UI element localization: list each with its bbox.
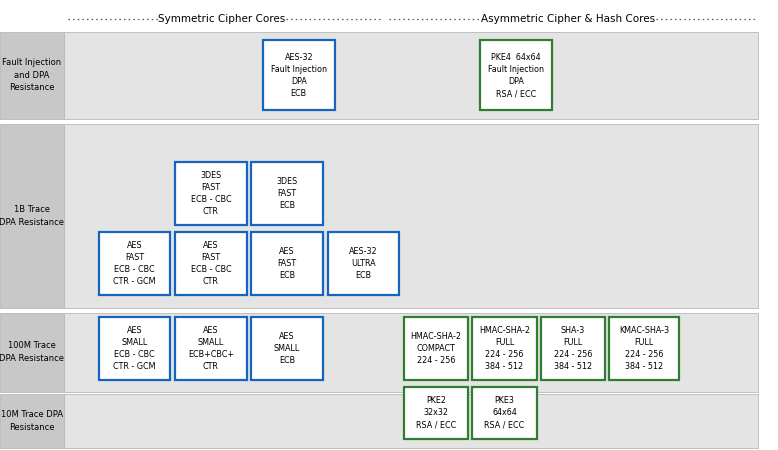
Text: AES
FAST
ECB: AES FAST ECB <box>278 247 296 280</box>
Bar <box>251 162 323 225</box>
Text: PKE4  64x64
Fault Injection
DPA
RSA / ECC: PKE4 64x64 Fault Injection DPA RSA / ECC <box>488 53 544 98</box>
Bar <box>175 232 247 295</box>
Text: AES
SMALL
ECB - CBC
CTR - GCM: AES SMALL ECB - CBC CTR - GCM <box>114 326 156 372</box>
Bar <box>541 317 605 380</box>
Bar <box>251 232 323 295</box>
Bar <box>64 32 758 119</box>
Bar <box>175 162 247 225</box>
Bar <box>404 387 468 439</box>
Text: PKE2
32x32
RSA / ECC: PKE2 32x32 RSA / ECC <box>416 396 456 429</box>
Text: 10M Trace DPA
Resistance: 10M Trace DPA Resistance <box>1 410 63 432</box>
Bar <box>0 394 64 448</box>
Text: Asymmetric Cipher & Hash Cores: Asymmetric Cipher & Hash Cores <box>481 14 655 24</box>
Bar <box>472 387 537 439</box>
Text: HMAC-SHA-2
COMPACT
224 - 256: HMAC-SHA-2 COMPACT 224 - 256 <box>411 332 461 365</box>
Bar <box>99 317 170 380</box>
Text: AES
SMALL
ECB: AES SMALL ECB <box>274 332 300 365</box>
Bar <box>64 124 758 308</box>
Bar <box>0 32 64 119</box>
Text: 3DES
FAST
ECB: 3DES FAST ECB <box>276 177 298 210</box>
Text: AES-32
ULTRA
ECB: AES-32 ULTRA ECB <box>349 247 377 280</box>
Bar <box>472 317 537 380</box>
Text: HMAC-SHA-2
FULL
224 - 256
384 - 512: HMAC-SHA-2 FULL 224 - 256 384 - 512 <box>479 326 530 372</box>
Bar <box>64 394 758 448</box>
Bar <box>263 40 335 110</box>
Text: Symmetric Cipher Cores: Symmetric Cipher Cores <box>158 14 286 24</box>
Bar <box>64 313 758 392</box>
Text: KMAC-SHA-3
FULL
224 - 256
384 - 512: KMAC-SHA-3 FULL 224 - 256 384 - 512 <box>619 326 669 372</box>
Text: Fault Injection
and DPA
Resistance: Fault Injection and DPA Resistance <box>2 58 61 92</box>
Text: AES-32
Fault Injection
DPA
ECB: AES-32 Fault Injection DPA ECB <box>271 53 327 98</box>
Text: 1B Trace
DPA Resistance: 1B Trace DPA Resistance <box>0 205 65 227</box>
Bar <box>480 40 552 110</box>
Text: AES
SMALL
ECB+CBC+
CTR: AES SMALL ECB+CBC+ CTR <box>187 326 234 372</box>
Text: PKE3
64x64
RSA / ECC: PKE3 64x64 RSA / ECC <box>485 396 524 429</box>
Text: SHA-3
FULL
224 - 256
384 - 512: SHA-3 FULL 224 - 256 384 - 512 <box>554 326 592 372</box>
Bar <box>0 124 64 308</box>
Text: AES
FAST
ECB - CBC
CTR: AES FAST ECB - CBC CTR <box>191 240 231 286</box>
Bar <box>175 317 247 380</box>
Text: 100M Trace
DPA Resistance: 100M Trace DPA Resistance <box>0 342 65 363</box>
Bar <box>609 317 679 380</box>
Text: AES
FAST
ECB - CBC
CTR - GCM: AES FAST ECB - CBC CTR - GCM <box>114 240 156 286</box>
Bar <box>99 232 170 295</box>
Text: 3DES
FAST
ECB - CBC
CTR: 3DES FAST ECB - CBC CTR <box>191 171 231 216</box>
Bar <box>328 232 399 295</box>
Bar <box>251 317 323 380</box>
Bar <box>0 313 64 392</box>
Bar <box>404 317 468 380</box>
